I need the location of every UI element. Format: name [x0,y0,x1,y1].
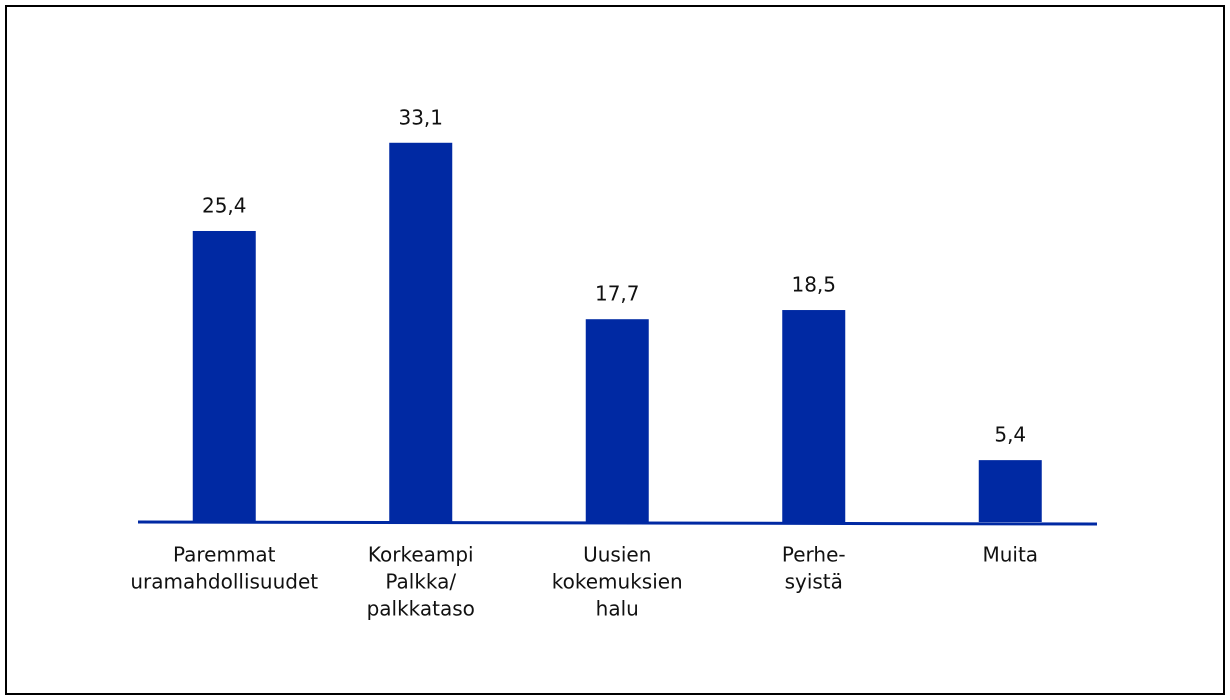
x-tick-label: Uusien [583,543,651,567]
bar [978,460,1042,522]
value-label: 33,1 [398,105,443,129]
x-tick-label: palkkataso [367,597,475,621]
baseline [137,520,1098,526]
bar [389,142,453,523]
x-tick-label: halu [596,597,639,621]
x-tick-label: Muita [982,543,1038,567]
x-tick-label: uramahdollisuudet [130,570,318,594]
bar [585,319,649,522]
value-label: 25,4 [202,193,247,217]
x-tick-label: Korkeampi [368,543,474,567]
bar [782,310,846,522]
x-tick-label: Paremmat [173,543,276,567]
x-tick-label: kokemuksien [552,570,683,594]
x-tick-label: Perhe- [782,543,846,567]
value-label: 5,4 [994,423,1026,447]
value-label: 18,5 [791,273,836,297]
bar [192,230,256,522]
x-tick-label: Palkka/ [385,570,456,594]
x-tick-label: syistä [785,570,843,594]
value-label: 17,7 [595,282,640,306]
